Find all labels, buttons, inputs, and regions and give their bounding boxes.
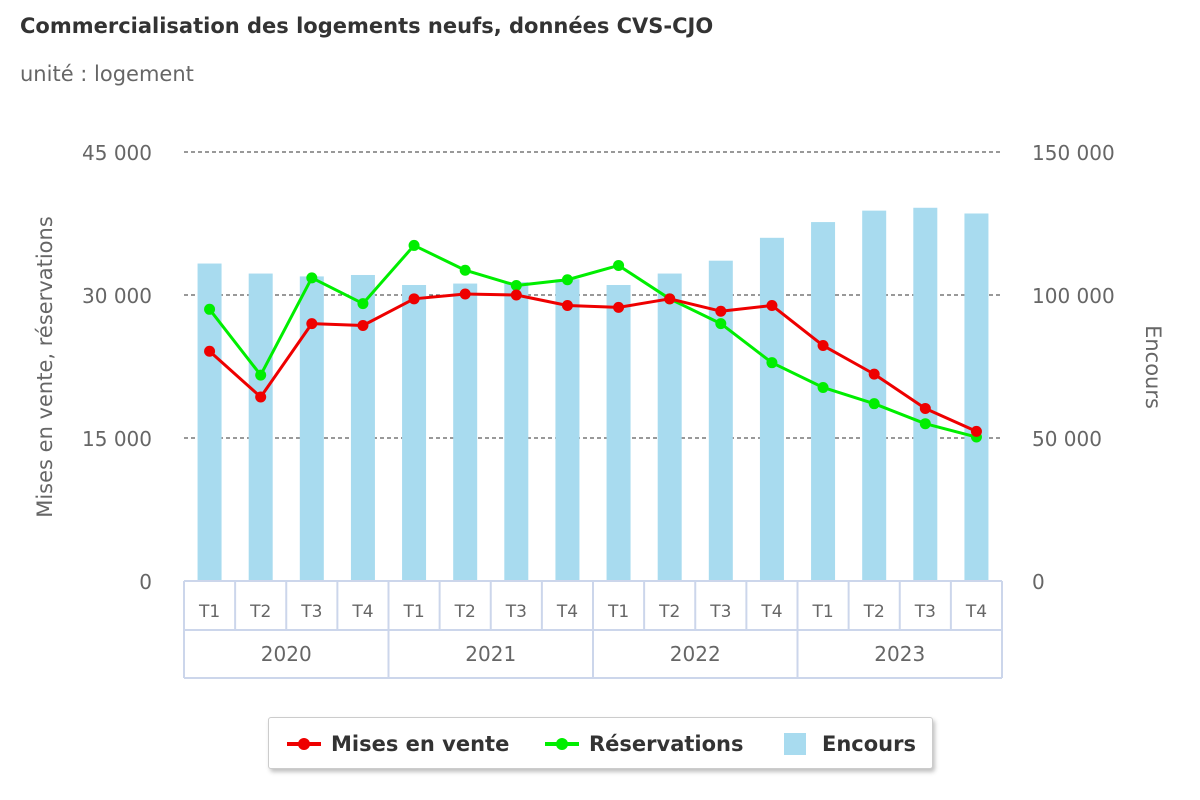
x-tick-label: T3 (709, 602, 731, 622)
x-tick-label: T1 (402, 602, 424, 622)
point-mises (255, 391, 267, 403)
y-right-tick-label: 0 (1032, 570, 1045, 594)
legend-label-reservations: Réservations (589, 732, 744, 756)
x-tick-label: T4 (965, 602, 987, 622)
x-tick-label: T2 (658, 602, 680, 622)
point-mises (664, 293, 676, 305)
bar-encours (402, 284, 427, 581)
x-tick-label: T4 (351, 602, 373, 622)
x-group-label: 2022 (670, 642, 721, 666)
chart-subtitle: unité : logement (20, 62, 194, 86)
y-left-tick-label: 45 000 (82, 141, 152, 165)
point-mises (357, 320, 369, 332)
line-reservations (208, 243, 977, 439)
bar-encours (248, 273, 273, 581)
legend-item-reservations[interactable]: Réservations (545, 718, 744, 770)
point-mises (408, 293, 420, 305)
x-tick-label: T1 (198, 602, 220, 622)
point-mises (306, 318, 318, 330)
legend-label-encours: Encours (822, 732, 916, 756)
legend-swatch-encours (784, 733, 806, 755)
point-reservations (868, 398, 880, 410)
x-axis: T1 T2 T3 T4 T1 T2 T3 T4 T1 T2 T3 T4 T1 T2 T3 T4 2020 2021… (183, 580, 1003, 679)
point-reservations (919, 418, 931, 430)
series-lines (204, 239, 982, 443)
point-reservations (510, 279, 522, 291)
bar-encours (913, 207, 938, 581)
legend-item-mises[interactable]: Mises en vente (287, 718, 509, 770)
line-mises (208, 292, 978, 433)
x-group-label: 2020 (261, 642, 312, 666)
y-right-tick-label: 50 000 (1032, 427, 1102, 451)
x-group-label: 2021 (465, 642, 516, 666)
legend-swatch-mises (287, 738, 321, 750)
point-reservations (459, 264, 471, 276)
bar-encours (862, 210, 887, 581)
point-mises (919, 402, 931, 414)
x-group-label: 2023 (874, 642, 925, 666)
point-mises (715, 305, 727, 317)
point-reservations (357, 298, 369, 310)
point-mises (613, 301, 625, 313)
bar-encours (606, 284, 631, 581)
x-tick-label: T2 (454, 602, 476, 622)
y-left-tick-label: 30 000 (82, 284, 152, 308)
point-reservations (204, 303, 216, 315)
point-mises (459, 288, 471, 300)
point-mises (817, 340, 829, 352)
y-axis-left-title: Mises en vente, réservations (33, 216, 57, 518)
point-mises (868, 368, 880, 380)
x-tick-label: T2 (863, 602, 885, 622)
bar-encours (453, 283, 478, 581)
x-tick-label: T4 (760, 602, 782, 622)
x-tick-label: T4 (556, 602, 578, 622)
point-mises (204, 345, 216, 357)
point-reservations (306, 272, 318, 284)
y-left-tick-label: 0 (139, 570, 152, 594)
legend-item-encours[interactable]: Encours (784, 718, 916, 770)
chart-title: Commercialisation des logements neufs, d… (20, 14, 714, 38)
x-tick-label: T3 (300, 602, 322, 622)
bar-encours (759, 237, 784, 582)
point-mises (970, 425, 982, 437)
point-reservations (715, 318, 727, 330)
axis-labels: Mises en vente, réservations Encours 0 0 1… (33, 141, 1165, 594)
x-tick-label: T2 (249, 602, 271, 622)
point-reservations (561, 274, 573, 286)
legend-swatch-reservations (545, 738, 579, 750)
bar-encours (964, 213, 989, 582)
bar-encours (555, 279, 580, 581)
encours-bars (197, 207, 989, 582)
bar-encours (197, 263, 222, 581)
x-tick-label: T3 (914, 602, 936, 622)
bar-encours (811, 222, 836, 581)
y-right-tick-label: 100 000 (1032, 284, 1115, 308)
x-tick-label: T1 (607, 602, 629, 622)
bar-encours (504, 282, 529, 581)
point-reservations (255, 369, 267, 381)
legend-label-mises: Mises en vente (331, 732, 510, 756)
point-mises (510, 289, 522, 301)
y-left-tick-label: 15 000 (82, 427, 152, 451)
point-reservations (817, 381, 829, 393)
point-reservations (408, 239, 420, 251)
point-mises (766, 299, 778, 311)
point-reservations (613, 259, 625, 271)
bar-encours (657, 273, 682, 581)
y-axis-right-title: Encours (1141, 325, 1165, 409)
y-right-tick-label: 150 000 (1032, 141, 1115, 165)
point-mises (561, 299, 573, 311)
point-reservations (766, 357, 778, 369)
x-tick-label: T3 (505, 602, 527, 622)
chart-legend: Mises en vente Réservations Encours (268, 717, 933, 769)
x-tick-label: T1 (811, 602, 833, 622)
